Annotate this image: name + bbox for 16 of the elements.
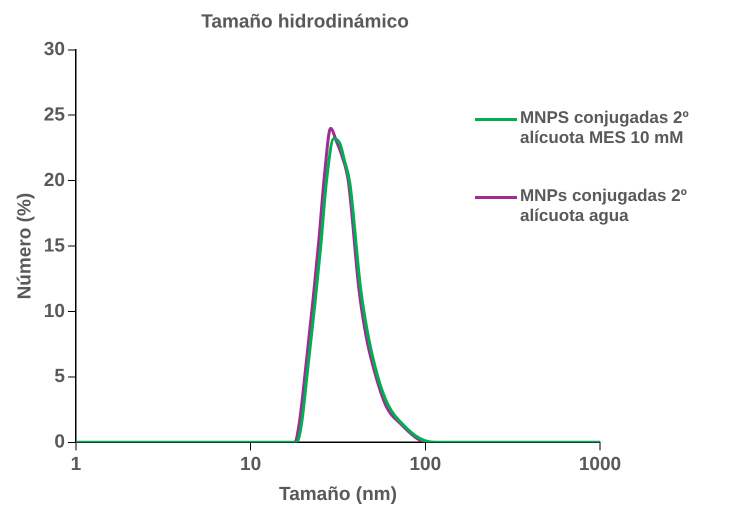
y-tick-label: 25	[44, 104, 66, 126]
chart-title: Tamaño hidrodinámico	[201, 12, 409, 33]
y-tick-label: 10	[44, 300, 65, 322]
x-tick-label: 1000	[578, 454, 622, 476]
y-tick-label: 20	[44, 170, 65, 191]
y-tick-label: 5	[54, 366, 66, 388]
x-tick-label: 10	[240, 454, 262, 476]
y-tick-label: 0	[54, 432, 65, 453]
legend-label: MNPS conjugadas 2º alícuota MES 10 mM	[520, 108, 690, 148]
x-tick-label: 1	[70, 454, 82, 476]
y-tick-label: 30	[44, 39, 65, 60]
x-tick-label: 100	[409, 454, 442, 476]
legend-label: MNPs conjugadas 2º alícuota agua	[520, 186, 688, 226]
y-tick-label: 15	[44, 235, 66, 256]
x-axis-title: Tamaño (nm)	[279, 484, 397, 505]
y-axis-title: Número (%)	[14, 192, 36, 300]
